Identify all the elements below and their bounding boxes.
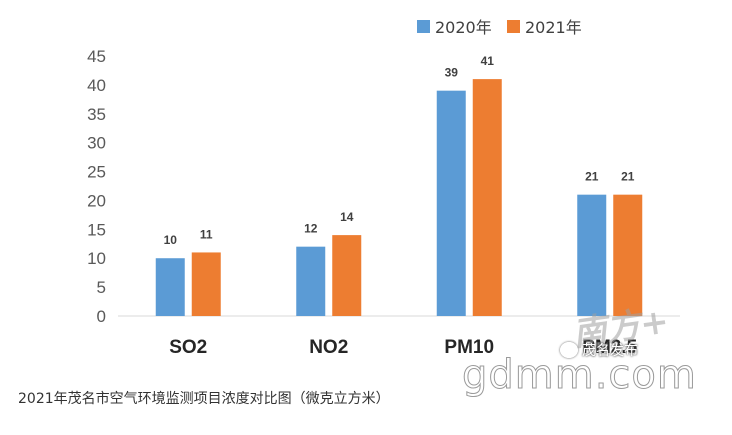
x-tick-label: PM10	[444, 337, 494, 358]
y-tick-label: 15	[87, 220, 106, 239]
y-axis: 0 5 10 15 20 25 30 35 40 45	[87, 47, 106, 326]
bar-so2-series-2	[191, 252, 221, 316]
x-tick-label: NO2	[309, 337, 348, 358]
data-label: 41	[481, 54, 495, 68]
watermark-account-label: 茂名发布	[582, 343, 638, 359]
y-tick-label: 0	[97, 307, 106, 326]
legend-swatch	[507, 20, 520, 33]
data-label: 14	[340, 210, 354, 224]
legend-label: 2020年	[435, 18, 492, 37]
data-label: 21	[621, 170, 635, 184]
y-tick-label: 20	[87, 191, 106, 210]
bar-pm25-series-2	[613, 194, 643, 316]
bar-so2-series-1	[155, 258, 185, 316]
y-tick-label: 10	[87, 249, 106, 268]
bars: 10 11 12 14 39 41 21 21	[155, 54, 643, 317]
data-label: 11	[200, 227, 213, 241]
legend-swatch	[417, 20, 430, 33]
bar-no2-series-1	[296, 246, 326, 316]
watermark-account: 茂名发布	[560, 340, 638, 360]
legend: 2020年 2021年	[417, 18, 582, 37]
figure-caption: 2021年茂名市空气环境监测项目浓度对比图（微克立方米）	[18, 391, 390, 407]
y-tick-label: 45	[87, 47, 106, 66]
data-label: 39	[445, 66, 459, 80]
data-label: 10	[164, 233, 178, 247]
y-tick-label: 40	[87, 76, 106, 95]
legend-label: 2021年	[525, 18, 582, 37]
bar-pm10-series-2	[472, 79, 502, 316]
chat-bubble-icon	[560, 342, 578, 358]
data-label: 12	[304, 222, 318, 236]
data-label: 21	[585, 170, 599, 184]
y-tick-label: 35	[87, 105, 106, 124]
y-tick-label: 25	[87, 163, 106, 182]
y-tick-label: 5	[97, 278, 106, 297]
bar-no2-series-2	[332, 235, 362, 316]
bar-pm10-series-1	[436, 90, 466, 317]
bar-pm25-series-1	[577, 194, 607, 316]
watermark-site: gdmm.com	[462, 352, 697, 399]
x-tick-label: PM2.5	[582, 337, 637, 358]
x-tick-label: SO2	[169, 337, 207, 358]
y-tick-label: 30	[87, 134, 106, 153]
